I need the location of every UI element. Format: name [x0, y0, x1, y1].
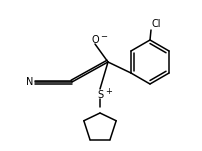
Text: +: +: [105, 87, 112, 95]
Text: O: O: [91, 35, 99, 45]
Text: S: S: [97, 90, 103, 100]
Text: Cl: Cl: [151, 19, 161, 29]
Text: N: N: [26, 77, 33, 87]
Text: −: −: [100, 32, 107, 42]
